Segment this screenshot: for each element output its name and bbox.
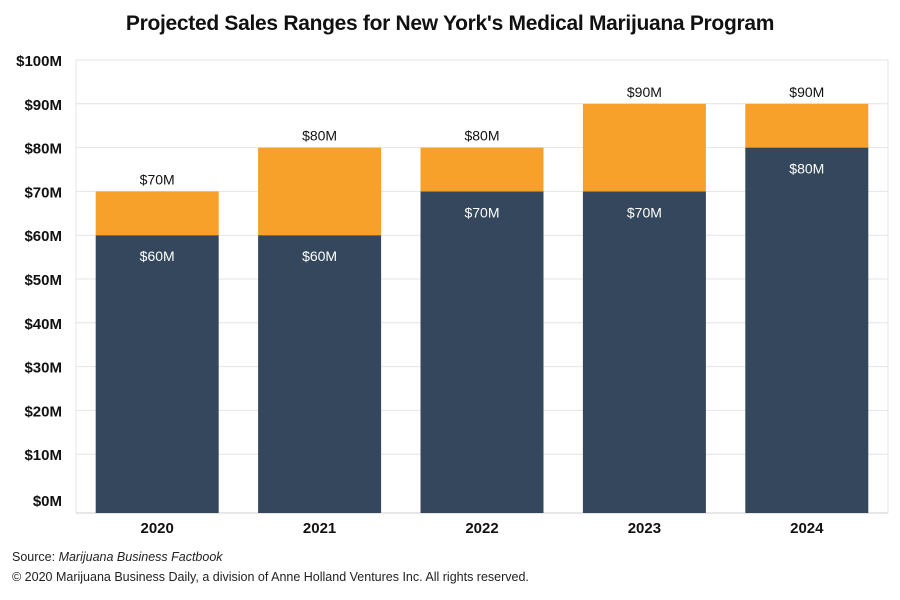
- low-value-label: $70M: [464, 204, 499, 220]
- bar-segment-low: [745, 147, 869, 513]
- bar-segment-low: [582, 191, 706, 513]
- high-value-label: $90M: [627, 84, 662, 100]
- y-tick-label: $40M: [24, 316, 62, 333]
- bar-segment-low: [258, 235, 382, 513]
- y-tick-label: $30M: [24, 360, 62, 377]
- bar-segment-range: [95, 191, 219, 236]
- bar-segment-range: [745, 103, 869, 148]
- x-tick-label: 2023: [628, 520, 661, 537]
- x-tick-label: 2022: [465, 520, 498, 537]
- chart-title: Projected Sales Ranges for New York's Me…: [125, 12, 775, 35]
- high-value-label: $90M: [789, 84, 824, 100]
- y-tick-label: $70M: [24, 184, 62, 201]
- bar-segment-low: [95, 235, 219, 513]
- source-note: Source: Marijuana Business Factbook: [12, 550, 223, 564]
- low-value-label: $60M: [140, 248, 175, 264]
- high-value-label: $80M: [464, 128, 499, 144]
- y-tick-label: $90M: [24, 97, 62, 114]
- high-value-label: $70M: [140, 171, 175, 187]
- low-value-label: $60M: [302, 248, 337, 264]
- source-label: Source:: [12, 550, 59, 564]
- source-name: Marijuana Business Factbook: [58, 550, 223, 564]
- x-tick-label: 2020: [141, 520, 174, 537]
- y-tick-label: $50M: [24, 272, 62, 289]
- low-value-label: $80M: [789, 161, 824, 177]
- copyright-note: © 2020 Marijuana Business Daily, a divis…: [12, 570, 529, 584]
- y-tick-label: $20M: [24, 403, 62, 420]
- x-tick-label: 2021: [303, 520, 336, 537]
- y-tick-label: $100M: [16, 53, 62, 70]
- x-tick-label: 2024: [790, 520, 824, 537]
- y-tick-label: $80M: [24, 141, 62, 158]
- low-value-label: $70M: [627, 204, 662, 220]
- bar-segment-range: [420, 147, 544, 192]
- high-value-label: $80M: [302, 128, 337, 144]
- y-tick-label: $0M: [33, 493, 62, 510]
- bar-segment-range: [582, 103, 706, 192]
- bar-segment-low: [420, 191, 544, 513]
- bar-segment-range: [258, 147, 382, 236]
- y-tick-label: $60M: [24, 228, 62, 245]
- y-tick-label: $10M: [24, 447, 62, 464]
